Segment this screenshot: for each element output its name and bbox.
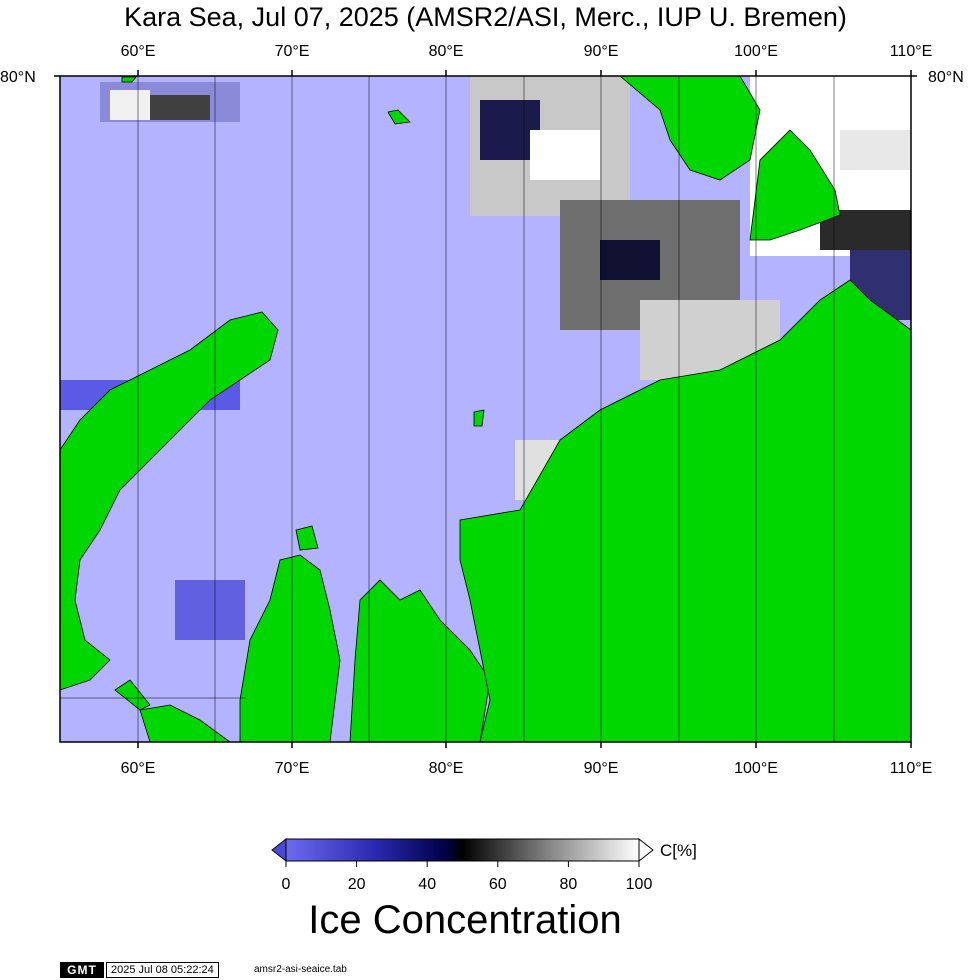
lon-tick-top-60: 60°E <box>120 43 156 60</box>
colorbar-label: Ice Concentration <box>308 898 622 942</box>
ice-patch <box>175 580 245 640</box>
lat-label-left: 80°N <box>0 69 36 86</box>
ice-patch <box>110 90 150 120</box>
ice-patch <box>150 95 210 120</box>
colorbar-tick-100: 100 <box>625 876 653 893</box>
colorbar-ramp <box>285 838 640 862</box>
colorbar-tick-20: 20 <box>347 876 366 893</box>
lon-tick-top-80: 80°E <box>428 43 464 60</box>
lat-label-right: 80°N <box>928 69 964 86</box>
land-severnaya-zemlya-south <box>749 129 841 241</box>
footer-filename: amsr2-asi-seaice.tab <box>254 964 347 975</box>
lon-tick-bottom-110: 110°E <box>889 760 933 777</box>
gmt-logo: GMT <box>60 962 104 978</box>
ice-patch <box>530 130 600 180</box>
colorbar-tick-40: 40 <box>418 876 437 893</box>
colorbar-low-triangle <box>271 837 287 863</box>
colorbar-unit: C[%] <box>660 841 697 860</box>
land-island-a <box>387 109 411 125</box>
land-island-c <box>114 679 151 711</box>
lon-tick-top-70: 70°E <box>274 43 310 60</box>
colorbar-tick-0: 0 <box>281 876 291 893</box>
graticule <box>60 76 835 742</box>
lon-tick-bottom-90: 90°E <box>583 760 619 777</box>
land-island-f <box>121 76 137 83</box>
land-severnaya-zemlya-north <box>618 75 761 181</box>
lon-tick-top-110: 110°E <box>889 43 933 60</box>
land-masses <box>59 75 912 743</box>
lon-tick-bottom-60: 60°E <box>120 760 156 777</box>
colorbar <box>271 837 654 867</box>
lon-tick-top-90: 90°E <box>583 43 619 60</box>
land-island-e <box>295 525 319 551</box>
colorbar-tick-80: 80 <box>559 876 578 893</box>
lon-tick-bottom-100: 100°E <box>734 760 778 777</box>
lon-tick-top-100: 100°E <box>734 43 778 60</box>
colorbar-high-triangle <box>638 837 654 863</box>
ice-patch <box>840 130 911 170</box>
land-taymyr <box>459 279 912 743</box>
land-island-b <box>473 409 485 427</box>
land-novaya-zemlya <box>59 311 279 691</box>
lon-tick-bottom-80: 80°E <box>428 760 464 777</box>
map-frame <box>59 75 912 743</box>
colorbar-tick-60: 60 <box>488 876 507 893</box>
frame-ticks <box>54 70 917 748</box>
ice-patch <box>600 240 660 280</box>
map-title: Kara Sea, Jul 07, 2025 (AMSR2/ASI, Merc.… <box>124 2 847 32</box>
map-layer <box>54 70 917 748</box>
land-gydan <box>349 579 491 743</box>
footer-timestamp: 2025 Jul 08 05:22:24 <box>106 962 219 978</box>
lon-tick-bottom-70: 70°E <box>274 760 310 777</box>
